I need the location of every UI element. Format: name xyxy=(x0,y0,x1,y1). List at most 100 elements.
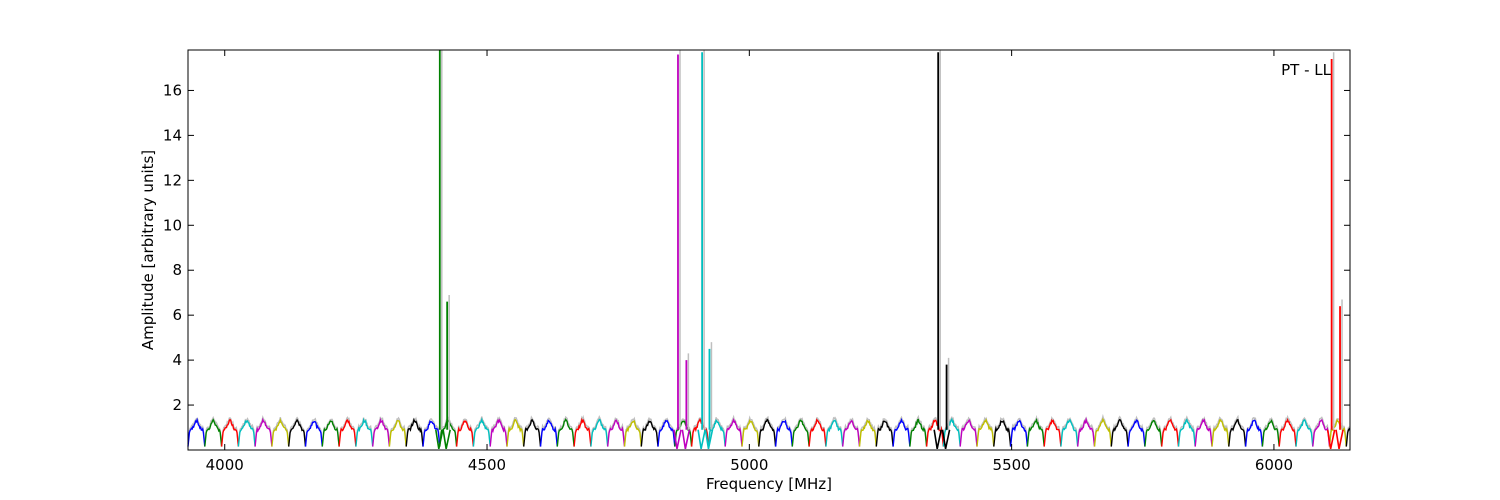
background-trace xyxy=(858,416,877,445)
channel-trace xyxy=(875,420,894,447)
y-tick-label: 12 xyxy=(163,171,182,189)
y-axis-label: Amplitude [arbitrary units] xyxy=(139,150,157,350)
background-trace xyxy=(808,417,827,445)
channel-trace xyxy=(388,419,407,447)
x-tick-label: 6000 xyxy=(1255,456,1293,474)
y-axis-ticks: 2 4 6 8 10 12 14 16 xyxy=(163,81,1350,414)
channel-trace xyxy=(1043,418,1062,447)
background-trace xyxy=(472,416,491,446)
peak-dip xyxy=(681,429,691,450)
background-trace xyxy=(607,417,626,445)
background-trace xyxy=(791,417,810,446)
channel-trace xyxy=(976,417,995,447)
series-layer xyxy=(187,416,1351,447)
channel-trace xyxy=(304,420,323,447)
background-trace xyxy=(1261,417,1280,445)
y-tick-label: 6 xyxy=(172,306,182,324)
channel-trace xyxy=(539,419,558,447)
channel-trace xyxy=(288,418,307,447)
background-trace xyxy=(657,417,676,445)
background-trace xyxy=(1244,416,1264,445)
channel-trace xyxy=(1177,418,1196,447)
background-trace xyxy=(388,416,407,445)
background-trace xyxy=(774,416,793,445)
background-trace xyxy=(1026,414,1045,445)
background-trace xyxy=(573,414,592,445)
channel-trace xyxy=(640,420,659,447)
channel-trace xyxy=(1244,419,1264,447)
background-trace xyxy=(1060,417,1079,446)
peak-dip xyxy=(435,429,444,450)
x-tick-label: 5000 xyxy=(730,456,768,474)
background-trace xyxy=(187,417,206,445)
background-trace xyxy=(724,414,743,444)
peak-dip xyxy=(1326,429,1336,450)
background-trace xyxy=(875,418,894,445)
channel-trace xyxy=(1127,419,1146,447)
background-trace xyxy=(1093,413,1112,446)
channel-trace xyxy=(1345,427,1351,447)
channel-trace xyxy=(556,418,575,447)
channel-trace xyxy=(1026,417,1045,447)
channel-trace xyxy=(573,417,592,447)
channel-trace xyxy=(1144,419,1163,447)
background-trace xyxy=(842,417,861,446)
channel-trace xyxy=(842,419,861,447)
background-trace xyxy=(422,418,441,445)
peak-dip xyxy=(442,429,451,450)
peak-layer xyxy=(435,50,1344,450)
background-trace xyxy=(1228,414,1247,445)
channel-trace xyxy=(220,418,240,447)
x-tick-label: 5500 xyxy=(993,456,1031,474)
background-trace xyxy=(288,416,307,445)
background-trace xyxy=(1110,415,1129,446)
x-tick-label: 4500 xyxy=(468,456,506,474)
peak-dip xyxy=(941,429,951,450)
channel-trace xyxy=(271,417,290,447)
channel-trace xyxy=(1110,418,1129,447)
plot-background xyxy=(188,50,1350,450)
peak-dip xyxy=(704,429,714,450)
background-trace xyxy=(1211,416,1230,445)
plot-frame xyxy=(187,49,1351,451)
channel-trace xyxy=(1060,418,1079,447)
channel-trace xyxy=(741,419,760,447)
peak-dip xyxy=(673,429,682,450)
channel-trace xyxy=(959,419,978,447)
background-trace xyxy=(959,416,978,446)
background-trace xyxy=(1127,415,1146,445)
channel-trace xyxy=(858,419,877,447)
background-trace xyxy=(523,415,542,444)
channel-trace xyxy=(1093,417,1112,447)
background-trace xyxy=(556,415,575,446)
channel-trace xyxy=(1077,416,1096,447)
x-tick-label: 4000 xyxy=(206,456,244,474)
peak-dip xyxy=(697,429,706,450)
channel-trace xyxy=(1161,418,1180,447)
channel-trace xyxy=(657,419,676,447)
channel-trace xyxy=(405,417,424,447)
background-trace xyxy=(1144,417,1163,445)
channel-trace xyxy=(187,417,206,447)
channel-trace xyxy=(808,418,827,447)
peak-dip xyxy=(933,429,942,450)
y-tick-label: 16 xyxy=(163,81,182,99)
background-trace xyxy=(1312,416,1331,444)
background-trace xyxy=(1295,416,1314,446)
y-tick-label: 10 xyxy=(163,216,182,234)
channel-trace xyxy=(1009,419,1029,447)
background-trace xyxy=(1278,414,1297,445)
y-tick-label: 8 xyxy=(172,261,182,279)
background-trace xyxy=(909,414,928,446)
channel-trace xyxy=(993,420,1012,447)
background-trace xyxy=(338,416,357,445)
channel-trace xyxy=(1278,417,1297,447)
channel-trace xyxy=(892,417,911,447)
y-tick-label: 2 xyxy=(172,396,182,414)
channel-trace xyxy=(607,419,626,447)
background-trace xyxy=(976,416,995,446)
x-axis-ticks: 4000 4500 5000 5500 6000 xyxy=(206,50,1293,474)
background-trace xyxy=(892,415,911,444)
channel-trace xyxy=(254,417,273,447)
